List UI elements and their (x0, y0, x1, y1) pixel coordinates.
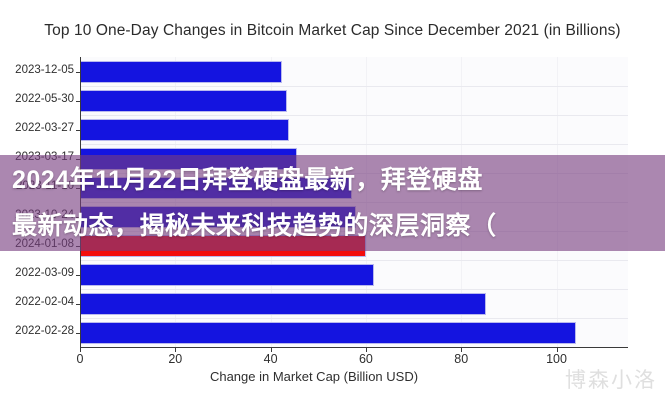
x-tick-label: 80 (454, 352, 469, 366)
y-tick-label: 2022-03-09 (15, 266, 74, 279)
y-tick-mark (76, 100, 80, 102)
bar (80, 321, 576, 344)
x-tick-label: 40 (263, 352, 278, 366)
y-tick-label: 2022-05-30 (15, 92, 74, 105)
bar (80, 292, 486, 315)
x-tick-mark (175, 347, 177, 352)
y-tick-mark (76, 332, 80, 334)
x-tick-mark (270, 347, 272, 352)
y-tick-mark (76, 303, 80, 305)
gridline-horizontal (80, 115, 628, 116)
watermark: 博森小洛 (565, 369, 657, 392)
x-axis-line (80, 347, 628, 348)
chart-title: Top 10 One-Day Changes in Bitcoin Market… (44, 22, 621, 39)
y-tick-label: 2022-03-27 (15, 121, 74, 134)
y-tick-label: 2023-12-05 (15, 63, 74, 76)
y-tick-label: 2022-02-04 (15, 295, 74, 308)
x-axis-title: Change in Market Cap (Billion USD) (209, 369, 419, 384)
overlay-headline: 2024年11月22日拜登硬盘最新，拜登硬盘 最新动态，揭秘未来科技趋势的深层洞… (0, 155, 665, 251)
x-tick-mark (461, 347, 463, 352)
x-tick-label: 60 (358, 352, 373, 366)
overlay-banner-background (0, 155, 665, 251)
y-tick-mark (76, 129, 80, 131)
x-tick-label: 100 (546, 352, 567, 366)
overlay-headline-line-1: 2024年11月22日拜登硬盘最新，拜登硬盘 (12, 166, 483, 194)
gridline-horizontal (80, 318, 628, 319)
y-tick-mark (76, 71, 80, 73)
x-tick-label: 0 (76, 352, 84, 366)
gridline-horizontal (80, 86, 628, 87)
bar (80, 118, 289, 141)
overlay-headline-line-2: 最新动态，揭秘未来科技趋势的深层洞察（ (12, 212, 497, 240)
bar (80, 60, 282, 83)
x-tick-label: 20 (168, 352, 183, 366)
gridline-horizontal (80, 260, 628, 261)
bar (80, 89, 287, 112)
gridline-horizontal (80, 289, 628, 290)
gridline-horizontal (80, 144, 628, 145)
x-tick-mark (80, 347, 81, 352)
x-tick-mark (365, 347, 367, 352)
y-tick-label: 2022-02-28 (15, 324, 74, 337)
y-tick-mark (76, 274, 80, 276)
bar (80, 263, 375, 286)
x-tick-mark (556, 347, 558, 352)
